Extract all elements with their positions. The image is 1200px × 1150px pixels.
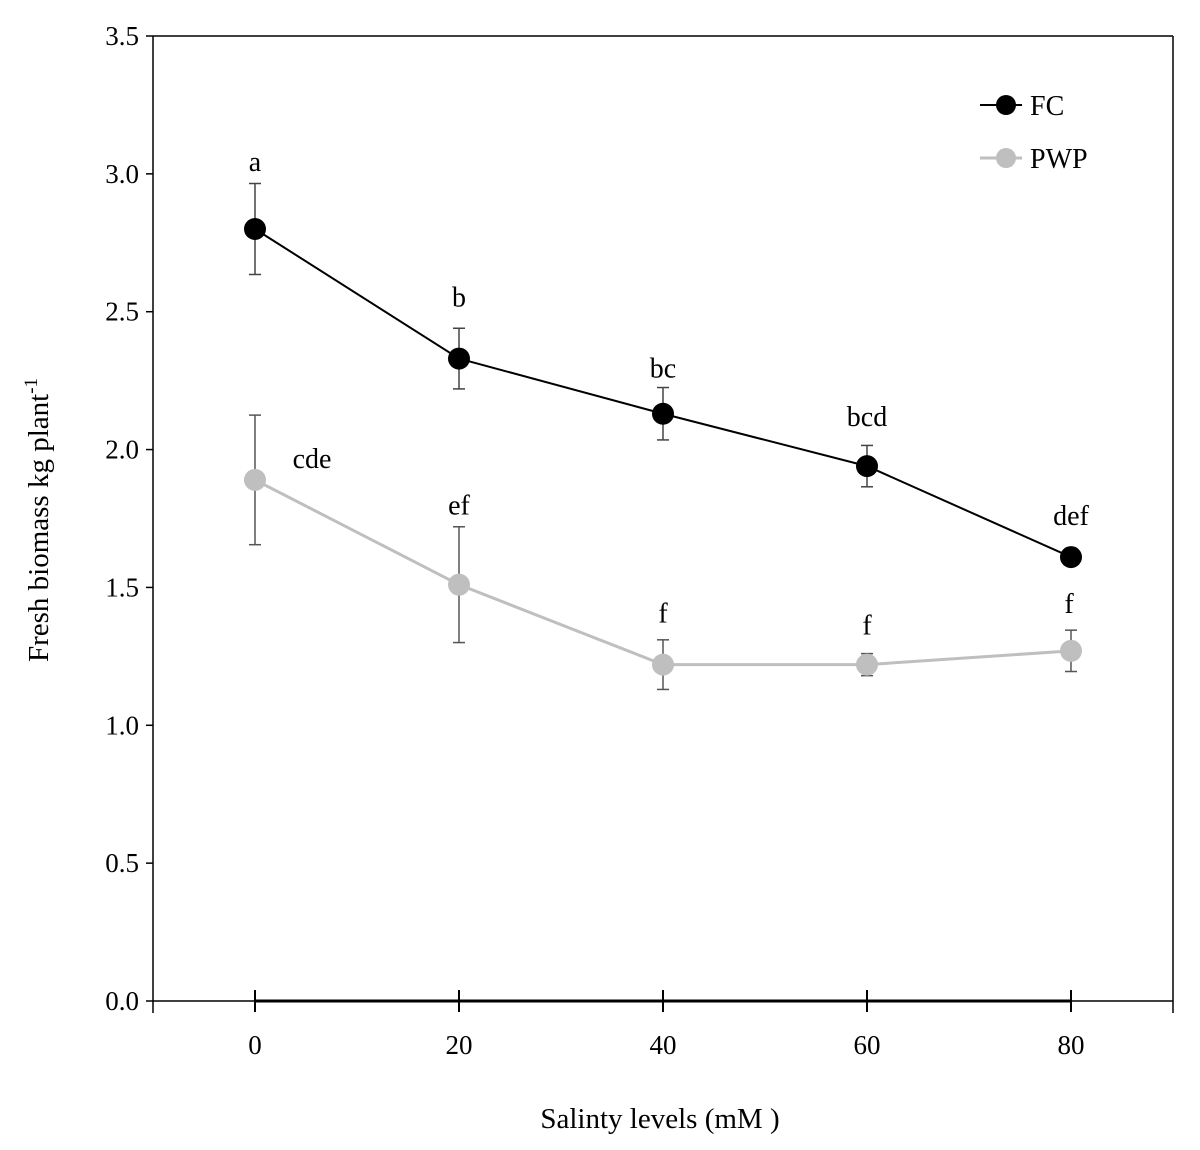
data-point	[244, 218, 266, 240]
x-axis-title: Salinty levels (mM )	[540, 1103, 779, 1135]
significance-label: ef	[448, 491, 470, 522]
data-point	[856, 455, 878, 478]
significance-label: bcd	[847, 402, 887, 433]
data-point	[652, 402, 674, 425]
significance-label: f	[862, 611, 872, 642]
data-point	[244, 468, 266, 491]
significance-label: f	[1064, 589, 1074, 620]
significance-label: f	[658, 599, 668, 630]
y-tick-label: 3.0	[105, 159, 139, 189]
legend-item-pwp: PWP	[980, 144, 1088, 175]
y-tick-label: 2.0	[105, 435, 139, 465]
series-fc: a b bc bcd def	[244, 147, 1090, 569]
y-axis-title-main: Fresh biomass kg plant	[23, 394, 55, 662]
significance-label: b	[452, 283, 466, 314]
x-tick-label: 20	[446, 1030, 473, 1060]
y-axis-title-superscript: -1	[21, 378, 42, 394]
legend-label: PWP	[1030, 144, 1088, 175]
data-point	[856, 653, 878, 676]
y-axis: 0.0 0.5 1.0 1.5 2.0 2.5 3.0 3.5	[105, 21, 153, 1016]
y-tick-label: 0.5	[105, 848, 139, 878]
y-tick-label: 1.5	[105, 572, 139, 602]
significance-label: bc	[650, 354, 676, 385]
legend-item-fc: FC	[980, 91, 1064, 122]
x-axis: 0 20 40 60 80	[153, 990, 1173, 1060]
x-tick-label: 40	[650, 1030, 677, 1060]
significance-label: a	[249, 147, 262, 178]
significance-label: cde	[293, 444, 332, 475]
legend: FC PWP	[980, 91, 1088, 175]
y-axis-title: Fresh biomass kg plant-1	[21, 378, 55, 662]
x-tick-label: 60	[854, 1030, 881, 1060]
y-tick-label: 1.0	[105, 710, 139, 740]
legend-marker	[996, 148, 1016, 168]
x-tick-label: 0	[248, 1030, 262, 1060]
x-tick-label: 80	[1058, 1030, 1085, 1060]
y-tick-label: 3.5	[105, 21, 139, 51]
data-point	[448, 347, 470, 370]
y-tick-label: 0.0	[105, 986, 139, 1016]
data-point	[652, 653, 674, 676]
data-point	[1060, 639, 1082, 662]
data-point	[1060, 546, 1082, 569]
legend-label: FC	[1030, 91, 1064, 122]
significance-label: def	[1053, 501, 1089, 532]
series-pwp: cde ef f f f	[244, 414, 1082, 691]
data-point	[448, 573, 470, 596]
plot-frame	[152, 35, 1174, 1013]
legend-marker	[996, 95, 1016, 115]
series-layer: a b bc bcd def cde ef f f f	[244, 147, 1090, 691]
y-tick-label: 2.5	[105, 297, 139, 327]
